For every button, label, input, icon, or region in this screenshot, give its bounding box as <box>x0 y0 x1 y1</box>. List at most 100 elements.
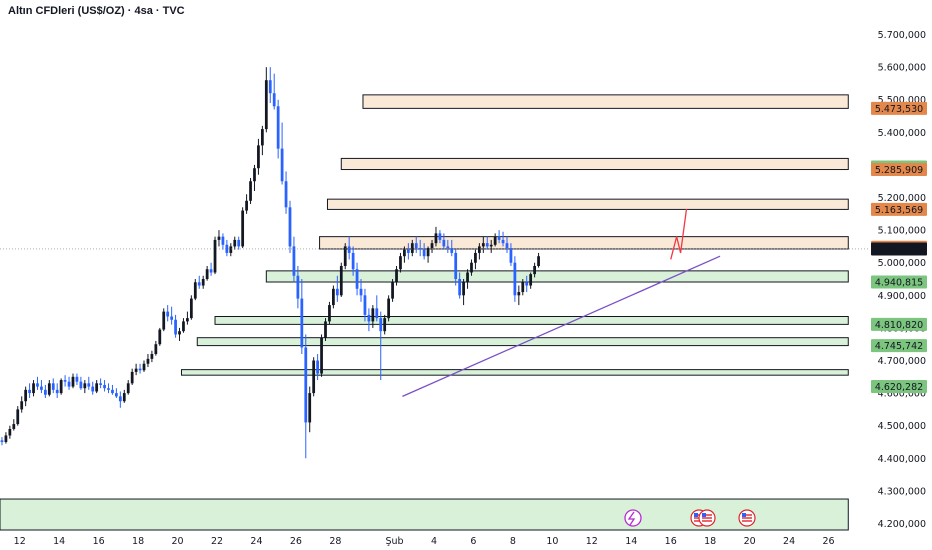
bolt-icon <box>624 509 642 527</box>
candle-bear <box>497 230 501 244</box>
candle-bull <box>383 314 387 335</box>
candle-body <box>260 129 264 146</box>
price-label-bg <box>871 379 927 393</box>
candle-bull <box>162 308 166 332</box>
candle-body <box>316 360 319 374</box>
y-tick-label: 4.300,000 <box>878 486 926 497</box>
price-label: 5.285,909 <box>871 163 927 177</box>
candle-bull <box>122 389 126 403</box>
candle-body <box>158 329 162 345</box>
candle-bear <box>111 384 114 395</box>
candle-bear <box>63 375 67 387</box>
price-label: 4.810,820 <box>871 317 927 331</box>
candle-bear <box>209 262 213 276</box>
candle-bull <box>477 243 481 260</box>
candle-bear <box>174 314 177 338</box>
x-tick-label: Şub <box>385 536 403 547</box>
candle-bull <box>20 396 24 413</box>
y-tick-label: 4.400,000 <box>878 454 926 465</box>
candle-body <box>288 207 292 247</box>
candle-bull <box>260 125 264 156</box>
candle-bull <box>470 259 473 276</box>
candle-bear <box>509 243 513 266</box>
candle-body <box>509 248 513 263</box>
candle-body <box>347 246 351 253</box>
price-label-bg <box>871 101 927 115</box>
candle-body <box>525 282 529 286</box>
candle-body <box>79 381 83 389</box>
x-axis: 12 14 16 18 20 22 24 26 28 Şub 4 6 8 10 12 14 16 18 20 24 26 <box>14 536 835 547</box>
candle-body <box>320 337 323 374</box>
flag-canton <box>694 513 698 517</box>
candle-bull <box>308 386 312 433</box>
candle-body <box>225 244 229 253</box>
candle-body <box>197 282 201 286</box>
candle-body <box>537 256 540 266</box>
candle-bear <box>501 231 505 247</box>
candle-body <box>521 282 525 293</box>
candle-bull <box>481 236 485 253</box>
candle-bear <box>197 275 201 289</box>
supply-zone <box>340 157 849 171</box>
candle-bull <box>4 432 8 444</box>
candle-bear <box>458 272 462 299</box>
candle-bull <box>430 239 434 253</box>
candle-body <box>477 246 481 253</box>
candle-body <box>481 243 485 247</box>
candle-body <box>150 353 154 359</box>
candle-body <box>430 243 434 249</box>
candle-body <box>497 236 501 240</box>
candle-body <box>387 298 391 319</box>
candle-bear <box>43 384 47 398</box>
candle-body <box>221 236 225 245</box>
candle-body <box>118 396 122 402</box>
candle-body <box>403 249 406 257</box>
x-tick-label: 24 <box>250 536 262 547</box>
candle-body <box>264 80 268 130</box>
price-label: 4.745,742 <box>871 339 927 353</box>
candle-body <box>450 248 454 253</box>
candle-body <box>189 298 193 319</box>
candle-body <box>103 384 106 389</box>
candle-body <box>529 274 533 286</box>
candle-bull <box>150 350 154 363</box>
candle-body <box>272 93 276 107</box>
candle-body <box>533 265 536 275</box>
candle-bull <box>126 380 130 395</box>
candle-body <box>20 401 24 410</box>
candle-bull <box>142 360 146 372</box>
candle-bear <box>55 383 59 398</box>
candle-body <box>201 279 205 286</box>
candle-body <box>122 393 126 402</box>
candle-bear <box>454 249 458 286</box>
candle-body <box>71 376 75 387</box>
candle-body <box>410 243 414 253</box>
x-tick-label: 12 <box>586 536 598 547</box>
projection-path <box>670 208 688 260</box>
candle-body <box>367 314 371 322</box>
candle-body <box>146 358 150 364</box>
demand-zone <box>196 337 849 347</box>
candle-body <box>268 80 272 94</box>
price-label: 5.042,200 <box>871 242 927 256</box>
supply-zone <box>362 94 849 109</box>
candle-bear <box>91 381 95 395</box>
y-axis: 4.200,000 4.300,000 4.400,000 4.500,000 4.60… <box>878 30 926 530</box>
price-label-text: 4.620,282 <box>875 382 923 393</box>
candle-body <box>335 288 339 296</box>
candle-bear <box>99 378 102 389</box>
candle-body <box>300 298 304 348</box>
candle-bull <box>182 318 185 333</box>
candle-bear <box>51 378 55 394</box>
candle-body <box>383 318 387 332</box>
candle-bull <box>466 269 469 289</box>
x-tick-label: 8 <box>510 536 516 547</box>
price-labels: 5.473,5305.293,5105.285,9095.163,5695.04… <box>871 101 927 393</box>
price-label-text: 5.473,530 <box>875 104 923 115</box>
candle-body <box>363 295 367 315</box>
candle-body <box>296 275 300 299</box>
supply-zone <box>319 236 849 250</box>
y-tick-label: 4.900,000 <box>878 291 926 302</box>
candle-bull <box>391 279 394 302</box>
